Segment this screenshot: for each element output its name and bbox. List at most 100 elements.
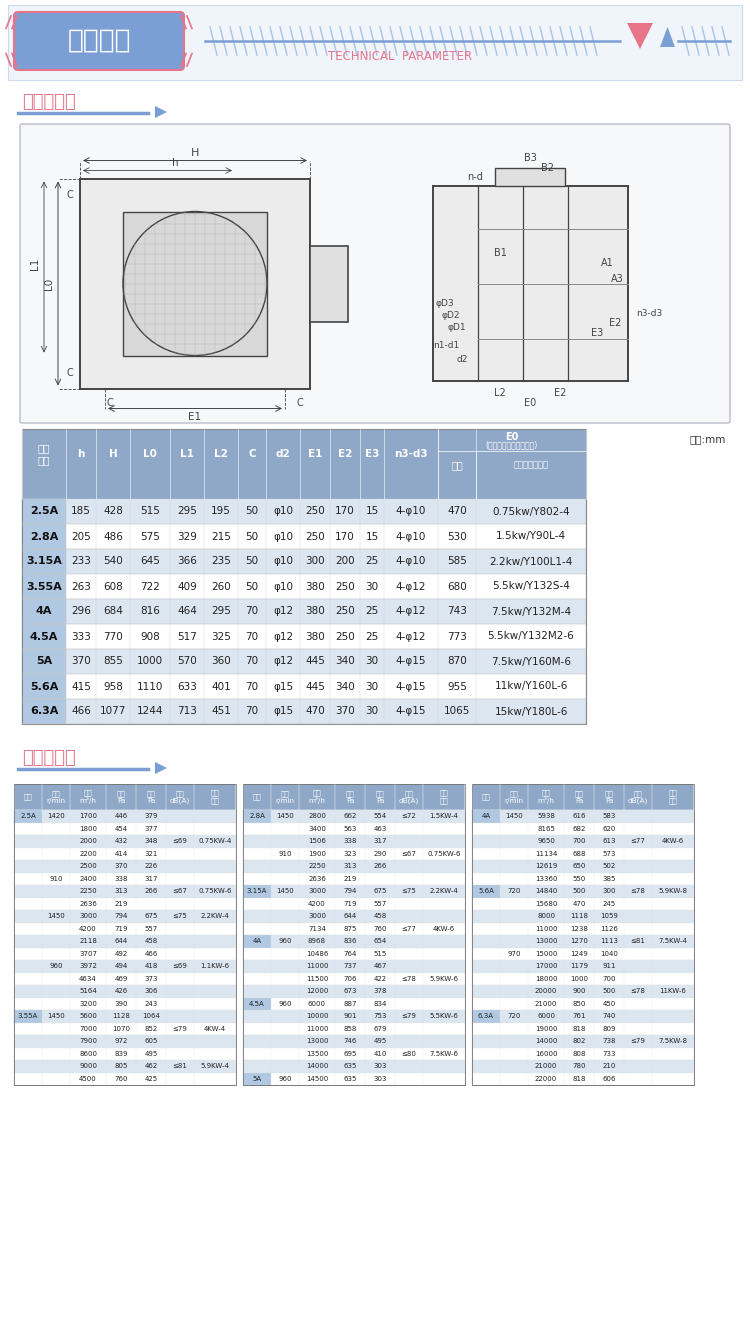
Text: 458: 458 (374, 914, 387, 919)
Text: 13360: 13360 (535, 875, 557, 882)
Text: n-d: n-d (467, 172, 483, 182)
Text: 21000: 21000 (535, 1063, 557, 1070)
Text: 1249: 1249 (570, 951, 588, 956)
Bar (22, 574, 66, 599)
Text: 1059: 1059 (600, 914, 618, 919)
Bar (472, 1060, 694, 1072)
Bar (472, 860, 694, 872)
Text: H: H (190, 148, 200, 159)
Bar (472, 810, 500, 822)
Bar (14, 998, 236, 1010)
Bar (243, 860, 465, 872)
Bar (14, 984, 236, 998)
Text: 410: 410 (374, 1051, 387, 1056)
Text: 4200: 4200 (308, 900, 326, 907)
Bar (472, 923, 694, 935)
Text: 266: 266 (374, 863, 387, 870)
Text: 313: 313 (114, 888, 128, 894)
Text: 700: 700 (602, 976, 616, 982)
Text: 1450: 1450 (276, 814, 294, 819)
Text: 4A: 4A (253, 938, 262, 944)
Text: TECHNICAL  PARAMETER: TECHNICAL PARAMETER (328, 51, 472, 64)
Text: 809: 809 (602, 1026, 616, 1032)
Text: 380: 380 (305, 631, 325, 642)
Text: 3000: 3000 (308, 888, 326, 894)
Text: 7.5KW-4: 7.5KW-4 (658, 938, 688, 944)
Bar (14, 1010, 42, 1023)
Text: 805: 805 (114, 1063, 128, 1070)
Text: 15: 15 (365, 506, 379, 517)
Text: 7.5KW-8: 7.5KW-8 (658, 1038, 688, 1044)
Text: 9650: 9650 (537, 838, 555, 844)
Text: 4-φ15: 4-φ15 (396, 682, 426, 691)
Text: 全压
Pa: 全压 Pa (117, 790, 125, 803)
Text: ≤69: ≤69 (172, 838, 188, 844)
Text: 3.55A: 3.55A (18, 1014, 38, 1019)
Text: 458: 458 (144, 938, 158, 944)
Text: 635: 635 (344, 1063, 357, 1070)
Bar (472, 910, 694, 923)
Text: 噪声
dB(A): 噪声 dB(A) (399, 790, 419, 805)
Text: 7900: 7900 (79, 1038, 97, 1044)
Text: 1179: 1179 (570, 963, 588, 970)
Text: 713: 713 (177, 706, 197, 717)
Text: 295: 295 (177, 506, 197, 517)
Text: 30: 30 (365, 582, 379, 591)
Text: 50: 50 (245, 582, 259, 591)
Text: φ10: φ10 (273, 557, 293, 566)
Text: n1-d1: n1-d1 (433, 341, 460, 350)
Bar (22, 699, 586, 725)
Bar (22, 523, 66, 549)
Text: 2000: 2000 (79, 838, 97, 844)
Bar (243, 1010, 465, 1023)
Text: d2: d2 (457, 356, 468, 364)
Text: 1.1KW-6: 1.1KW-6 (200, 963, 230, 970)
Text: 250: 250 (335, 582, 355, 591)
Text: 电机
功率: 电机 功率 (211, 790, 219, 805)
Text: 13500: 13500 (306, 1051, 328, 1056)
Bar (22, 699, 66, 725)
Text: 462: 462 (144, 1063, 158, 1070)
Text: 780: 780 (572, 1063, 586, 1070)
Text: L2: L2 (494, 388, 506, 398)
Text: ≤78: ≤78 (631, 988, 646, 994)
Text: 583: 583 (602, 814, 616, 819)
Bar (243, 872, 465, 884)
Text: 0.75KW-6: 0.75KW-6 (198, 888, 232, 894)
Text: B3: B3 (524, 153, 536, 163)
Text: 635: 635 (344, 1076, 357, 1082)
Text: 960: 960 (50, 963, 63, 970)
Text: 263: 263 (71, 582, 91, 591)
Text: φ15: φ15 (273, 682, 293, 691)
Text: 802: 802 (572, 1038, 586, 1044)
Bar (243, 822, 465, 835)
Text: 818: 818 (572, 1026, 586, 1032)
Bar (243, 1047, 465, 1060)
Text: ≤77: ≤77 (631, 838, 646, 844)
Text: 3.55A: 3.55A (26, 582, 62, 591)
Text: 608: 608 (103, 582, 123, 591)
Bar (123, 212, 267, 356)
Bar (243, 1035, 465, 1047)
Polygon shape (627, 23, 653, 49)
Text: 296: 296 (71, 606, 91, 617)
Text: 300: 300 (305, 557, 325, 566)
Text: ≤69: ≤69 (172, 963, 188, 970)
Text: 428: 428 (103, 506, 123, 517)
Text: 3707: 3707 (79, 951, 97, 956)
Text: E3: E3 (591, 329, 604, 338)
Text: 495: 495 (144, 1051, 158, 1056)
Text: 834: 834 (374, 1000, 387, 1007)
Text: 684: 684 (103, 606, 123, 617)
Text: 电机
功率: 电机 功率 (440, 790, 448, 805)
Text: 7134: 7134 (308, 926, 326, 932)
Text: 11kw/Y160L-6: 11kw/Y160L-6 (494, 682, 568, 691)
Text: B2: B2 (542, 163, 554, 173)
Text: 530: 530 (447, 531, 466, 542)
Text: 200: 200 (335, 557, 355, 566)
Text: 类别
机号: 类别 机号 (38, 444, 50, 465)
Bar (243, 960, 465, 972)
Bar (243, 810, 271, 822)
Bar (472, 884, 500, 898)
Text: 2.8A: 2.8A (30, 531, 58, 542)
